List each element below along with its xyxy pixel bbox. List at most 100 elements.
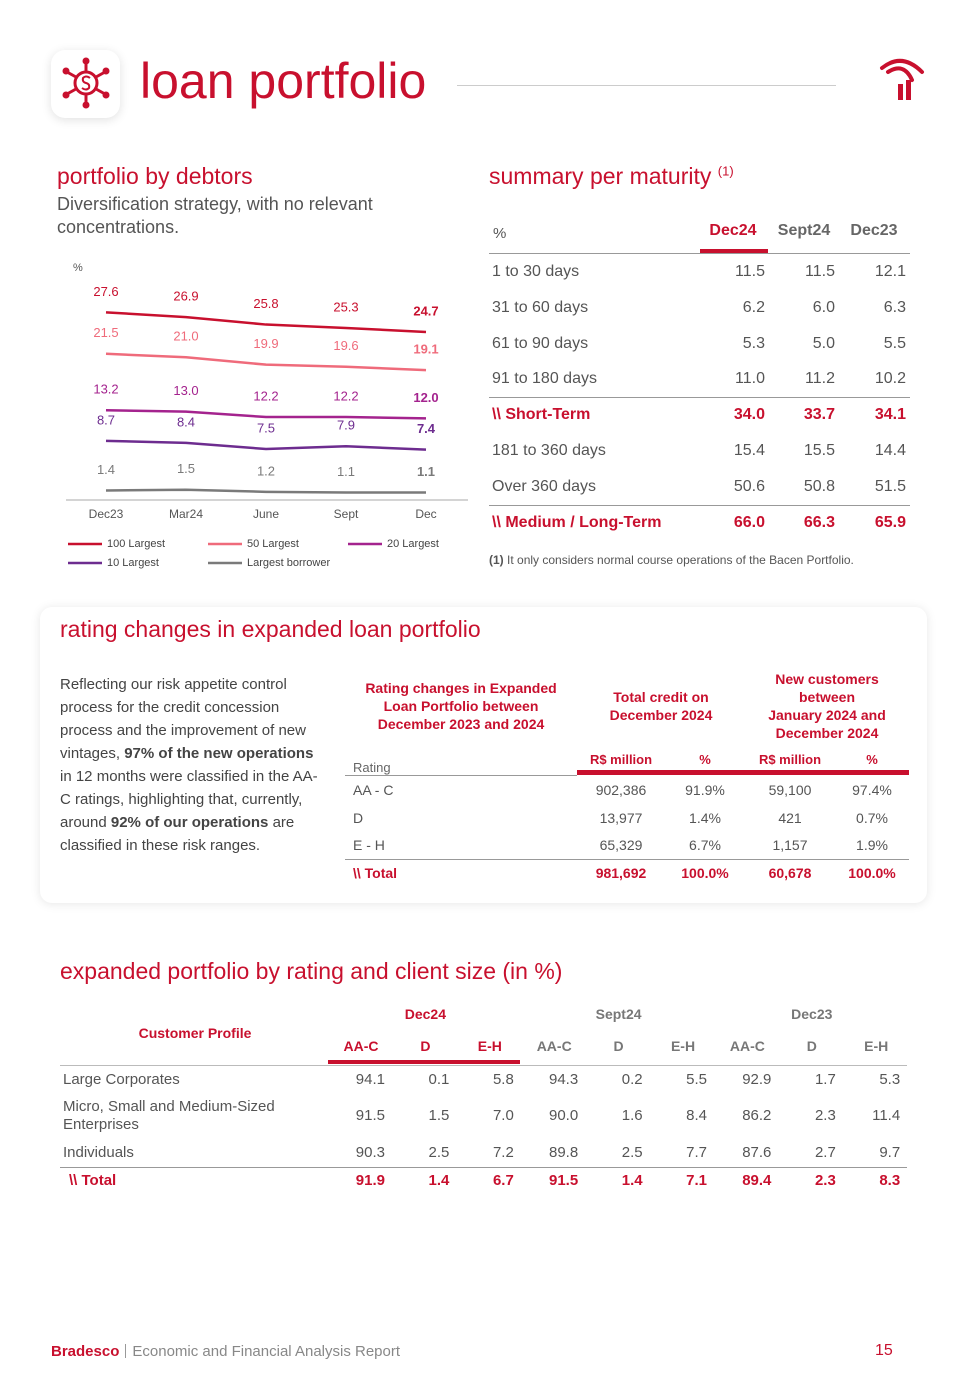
cell: 15.4	[733, 442, 765, 459]
cell: 34.1	[874, 406, 906, 424]
row-label: AA - C	[353, 782, 394, 798]
data-label: 1.5	[177, 461, 195, 476]
cell: 1,157	[772, 837, 808, 853]
sub-header: AA-C	[343, 1038, 379, 1054]
cell: 7.7	[686, 1144, 707, 1161]
maturity-title-text: summary per maturity	[489, 163, 712, 189]
legend-label: 50 Largest	[247, 538, 299, 550]
cell: 1.5	[428, 1107, 450, 1124]
data-label: 8.4	[177, 414, 195, 429]
rating-card	[40, 607, 927, 903]
cell: 0.2	[621, 1071, 643, 1088]
series-line	[105, 408, 427, 420]
footer-report: Economic and Financial Analysis Report	[132, 1343, 401, 1360]
text-bold: 92% of our operations	[110, 814, 269, 831]
data-label: 8.7	[97, 412, 115, 427]
cell: 2.5	[428, 1144, 450, 1161]
cell: 91.5	[355, 1107, 385, 1124]
cell: 94.3	[548, 1071, 579, 1088]
data-label: 12.0	[413, 390, 438, 405]
cell: 0.7%	[856, 810, 888, 826]
cell: 7.0	[492, 1107, 514, 1124]
cell: 5.5	[686, 1071, 707, 1088]
series-line	[105, 311, 427, 334]
col-header: %	[493, 225, 507, 242]
cell: 51.5	[874, 477, 906, 495]
legend-label: 10 Largest	[107, 557, 159, 569]
cell: 90.3	[355, 1144, 385, 1161]
sub-header: Rating	[353, 760, 391, 775]
row-header: Customer Profile	[138, 1025, 252, 1041]
sub-header-rule	[345, 775, 577, 776]
sub-header: E-H	[864, 1038, 889, 1054]
page-number: 15	[875, 1342, 893, 1359]
cell: 92.9	[742, 1071, 772, 1088]
cell: 9.7	[879, 1144, 901, 1161]
data-label: 12.2	[333, 388, 358, 403]
row-label: \\ Short-Term	[492, 406, 591, 424]
cell: 89.8	[548, 1144, 579, 1161]
sub-header: R$ million	[589, 752, 653, 767]
cell: 7.2	[492, 1144, 514, 1161]
text-part: Reflecting our risk appetite control pro…	[60, 676, 306, 762]
highlight-bar	[328, 1060, 520, 1064]
series-line	[105, 352, 427, 372]
row-label: Large Corporates	[63, 1071, 180, 1088]
series-line	[105, 439, 427, 451]
header-rule	[457, 85, 836, 86]
sub-header: E-H	[670, 1038, 696, 1054]
row-label: Individuals	[63, 1144, 134, 1161]
data-label: 21.5	[93, 325, 118, 340]
group-header: Total credit on December 2024	[609, 689, 713, 723]
sub-header: %	[699, 752, 711, 767]
group-header: New customers between January 2024 and D…	[768, 671, 886, 741]
cell: 1.7	[814, 1071, 836, 1088]
cell: 5.0	[812, 334, 835, 352]
cell: 1.4	[621, 1172, 643, 1189]
row-label: Micro, Small and Medium-Sized Enterprise…	[63, 1098, 275, 1133]
cell: 87.6	[742, 1144, 772, 1161]
cell: 6.2	[742, 298, 765, 316]
x-tick-label: Sept	[334, 507, 359, 521]
data-label: 1.2	[257, 463, 275, 478]
cell: 59,100	[768, 782, 812, 798]
row-label: 91 to 180 days	[492, 370, 597, 388]
footer: Bradesco Economic and Financial Analysis …	[51, 1343, 400, 1360]
data-label: 24.7	[413, 303, 438, 318]
data-label: 7.9	[337, 418, 355, 433]
y-axis-label: %	[73, 262, 83, 274]
row-rule	[489, 504, 910, 506]
legend-label: Largest borrower	[247, 557, 330, 569]
sub-header: D	[613, 1038, 624, 1054]
legend-label: 20 Largest	[387, 538, 439, 550]
cell: 2.7	[814, 1144, 836, 1161]
col-header: Dec23	[850, 222, 898, 239]
cell: 2.3	[814, 1172, 836, 1189]
cell: 5.3	[742, 334, 765, 352]
footnote: (1) It only considers normal course oper…	[489, 553, 854, 567]
group-header: Sept24	[595, 1006, 642, 1022]
data-label: 1.1	[417, 464, 435, 479]
row-label: 61 to 90 days	[492, 334, 589, 352]
chart: % Dec23 Mar24 June Sept Dec 27.6 26.9 25.8 25.3 24…	[66, 262, 468, 569]
highlight-bar	[700, 249, 768, 253]
row-label: D	[353, 810, 364, 826]
cell: 60,678	[768, 865, 812, 881]
row-rule	[345, 859, 909, 860]
x-tick-label: Dec	[415, 507, 436, 521]
cell: 50.8	[803, 477, 835, 495]
header-rule	[60, 1065, 907, 1066]
data-label: 7.4	[417, 421, 436, 436]
sub-header: AA-C	[536, 1038, 572, 1054]
data-label: 25.3	[333, 299, 358, 314]
sub-header: D	[420, 1038, 431, 1054]
cell: 8.4	[686, 1107, 707, 1124]
row-label: 181 to 360 days	[492, 442, 606, 459]
cell: 8.3	[879, 1172, 901, 1189]
portfolio-title: expanded portfolio by rating and client …	[60, 958, 563, 984]
legend-label: 100 Largest	[107, 538, 165, 550]
row-label: 1 to 30 days	[492, 263, 580, 280]
col-header: Sept24	[777, 222, 831, 239]
cell: 0.1	[428, 1071, 450, 1088]
row-label: E - H	[353, 837, 385, 853]
